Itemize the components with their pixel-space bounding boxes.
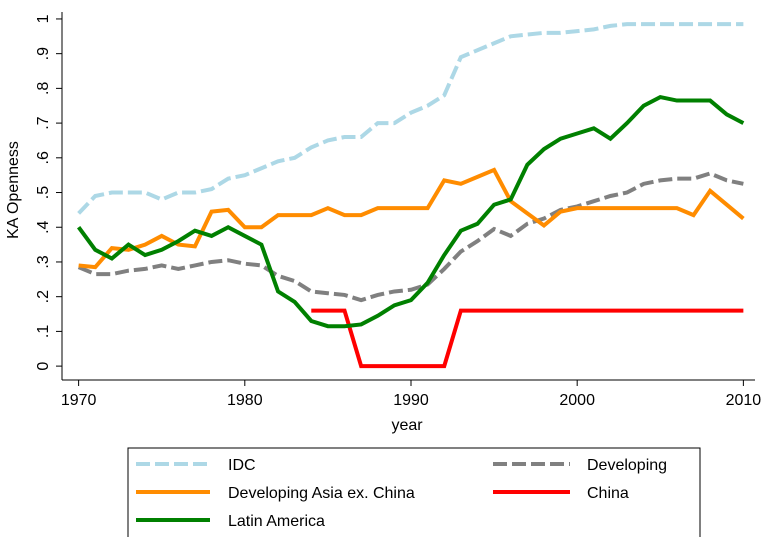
y-tick-label: 1 <box>35 14 52 23</box>
y-tick-label: .9 <box>35 47 52 60</box>
y-tick-label: 0 <box>35 362 52 371</box>
y-tick-label: .8 <box>35 82 52 95</box>
x-tick-label: 2000 <box>559 392 595 409</box>
series-line <box>77 94 745 329</box>
x-tick-label: 1970 <box>61 392 97 409</box>
y-tick-label: .6 <box>35 151 52 164</box>
legend-label: China <box>587 485 629 502</box>
y-tick-label: .4 <box>35 220 52 233</box>
legend-label: IDC <box>228 457 256 474</box>
series-line <box>78 167 745 270</box>
legend-label: Developing <box>587 457 667 474</box>
legend-label: Developing Asia ex. China <box>228 485 415 502</box>
legend-label: Latin America <box>228 513 325 530</box>
y-tick-label: .2 <box>35 290 52 303</box>
legend-box <box>127 447 701 537</box>
y-tick-label: .5 <box>35 186 52 199</box>
x-axis-label: year <box>391 417 423 434</box>
x-tick-label: 1980 <box>227 392 263 409</box>
y-tick-label: .1 <box>35 325 52 338</box>
series-line <box>77 22 744 215</box>
series-line <box>77 171 744 303</box>
series-line <box>311 308 744 369</box>
x-tick-label: 1990 <box>393 392 429 409</box>
y-tick-label: .7 <box>35 116 52 129</box>
x-tick-label: 2010 <box>726 392 762 409</box>
y-tick-label: .3 <box>35 255 52 268</box>
y-axis-label: KA Openness <box>5 141 22 239</box>
